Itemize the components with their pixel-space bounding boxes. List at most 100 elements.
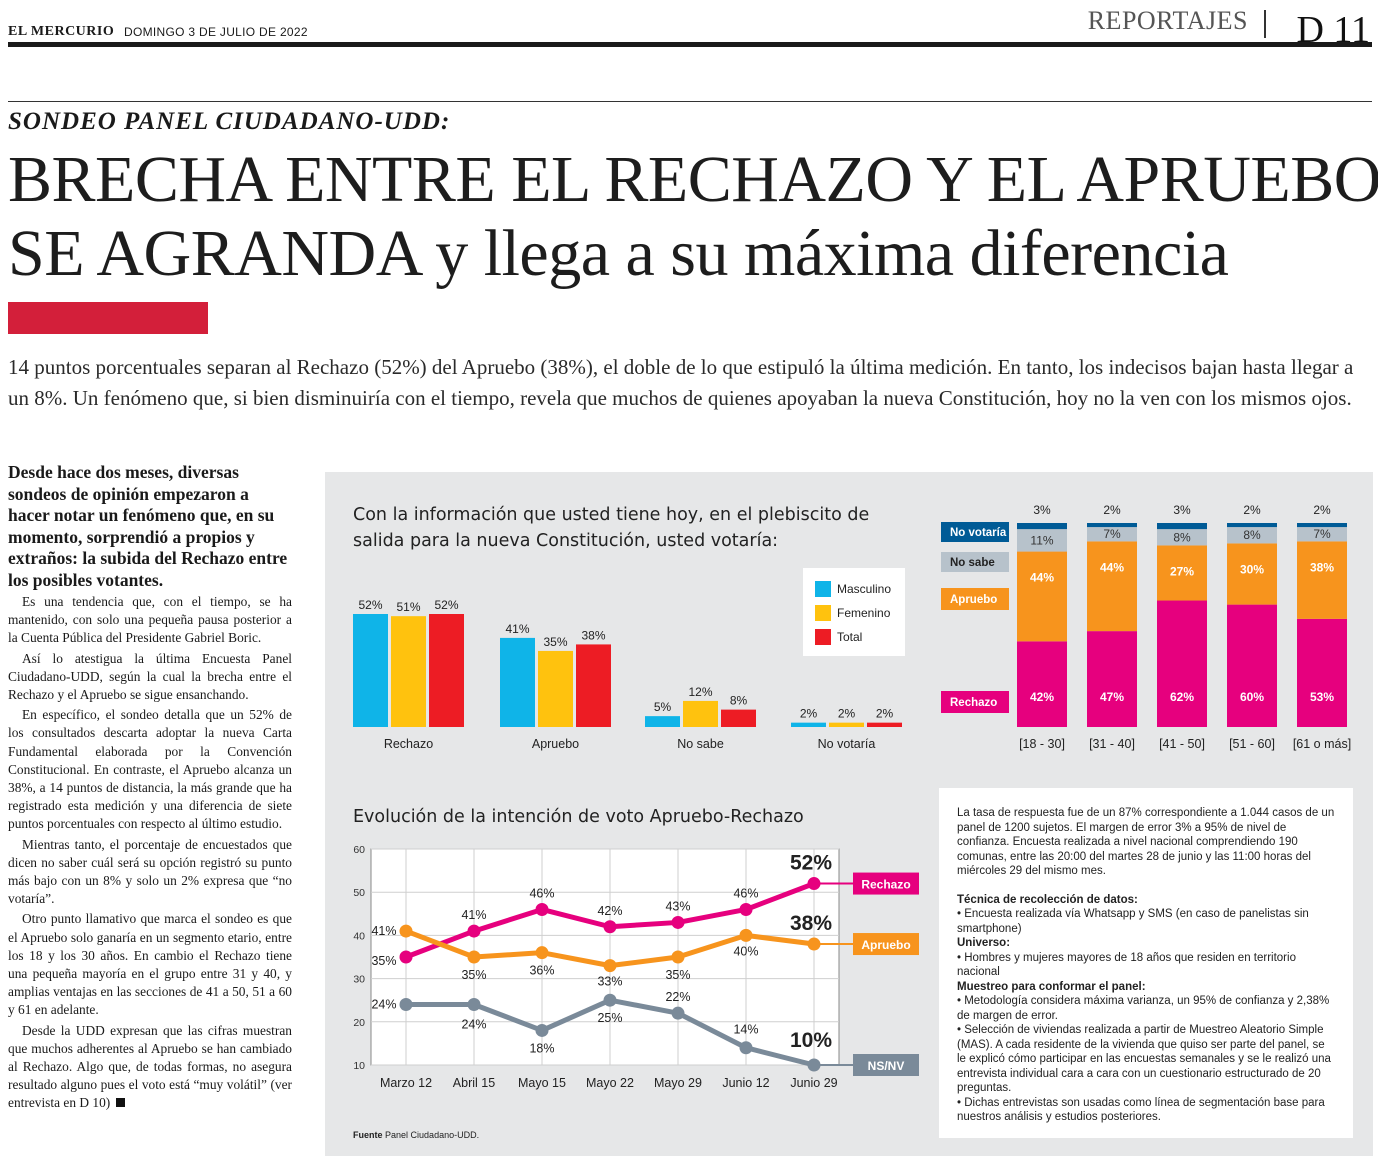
- age-category-label: [51 - 60]: [1229, 737, 1275, 751]
- accent-bar: [8, 302, 208, 334]
- bar-femenino: [538, 650, 573, 727]
- series-tag-label: Apruebo: [950, 594, 997, 606]
- data-point: [535, 946, 549, 960]
- stack-segment-no-sabe: [1087, 527, 1137, 542]
- legend-swatch-total: [815, 629, 831, 645]
- chart-source: Fuente Panel Ciudadano-UDD.: [353, 1130, 479, 1140]
- data-point: [603, 920, 617, 934]
- stack-value-label: 42%: [1030, 690, 1054, 704]
- bar-value-label: 2%: [800, 707, 818, 721]
- x-tick-label: Mayo 29: [654, 1076, 702, 1090]
- data-point-label: 35%: [371, 954, 396, 968]
- stack-value-label: 27%: [1170, 564, 1194, 578]
- stack-segment-no-sabe: [1297, 527, 1347, 542]
- line-chart-title: Evolución de la intención de voto Aprueb…: [353, 807, 804, 827]
- muestreo-heading: Muestreo para conformar el panel:: [957, 980, 1146, 993]
- universo-item: • Hombres y mujeres mayores de 18 años q…: [957, 951, 1296, 979]
- bar-femenino: [829, 722, 864, 727]
- issue-date: DOMINGO 3 DE JULIO DE 2022: [124, 25, 308, 39]
- bar-value-label: 35%: [543, 635, 567, 649]
- data-point-label: 40%: [733, 944, 758, 958]
- stack-segment-rechazo: [1017, 641, 1067, 727]
- bar-value-label: 52%: [358, 598, 382, 612]
- stack-segment-no-sabe: [1227, 527, 1277, 544]
- data-point: [467, 950, 481, 964]
- data-point-label: 38%: [790, 912, 832, 935]
- series-tag-apruebo: [941, 588, 1009, 610]
- muestreo-item: • Dichas entrevistas son usadas como lín…: [957, 1096, 1325, 1124]
- data-point-label: 24%: [461, 1018, 486, 1032]
- data-point: [671, 1006, 685, 1020]
- x-tick-label: Mayo 15: [518, 1076, 566, 1090]
- x-tick-label: Junio 12: [722, 1076, 769, 1090]
- legend-label: Total: [837, 630, 863, 644]
- y-tick-label: 50: [353, 887, 365, 899]
- stack-segment-rechazo: [1157, 600, 1207, 727]
- article-paragraph: Otro punto llamativo que marca el sondeo…: [8, 911, 292, 1018]
- top-rule: [8, 101, 1372, 102]
- stack-value-label: 30%: [1240, 562, 1264, 576]
- bar-value-label: 12%: [688, 685, 712, 699]
- muestreo-item: • Selección de viviendas realizada a par…: [957, 1024, 1331, 1094]
- age-category-label: [61 o más]: [1293, 737, 1351, 751]
- headline-line-2: SE AGRANDA y llega a su máxima diferenci…: [8, 217, 1229, 290]
- data-point: [467, 924, 481, 938]
- stack-segment-no-votaría: [1017, 523, 1067, 530]
- headline-line-1: BRECHA ENTRE EL RECHAZO Y EL APRUEBO: [8, 143, 1378, 216]
- y-tick-label: 40: [353, 930, 365, 942]
- stack-value-label: 8%: [1173, 530, 1191, 544]
- stack-value-label: 62%: [1170, 690, 1194, 704]
- data-point-label: 22%: [665, 990, 690, 1004]
- x-tick-label: Abril 15: [453, 1076, 495, 1090]
- data-point-label: 36%: [529, 964, 554, 978]
- source-text: Panel Ciudadano-UDD.: [385, 1130, 480, 1140]
- stack-segment-no-sabe: [1157, 529, 1207, 546]
- stack-segment-apruebo: [1227, 543, 1277, 605]
- masthead-divider: [1264, 10, 1266, 38]
- stack-value-label: 7%: [1103, 527, 1121, 541]
- stack-value-label: 2%: [1243, 503, 1261, 517]
- stack-value-label: 2%: [1313, 503, 1331, 517]
- age-stacked-bar-chart: 42% 44% 11% 3% [18 - 30] 47% 44% 7% 2% [31 - 40] 6…: [941, 503, 1351, 751]
- data-point-label: 33%: [597, 975, 622, 989]
- chart-legend: Masculino Femenino Total: [803, 568, 905, 656]
- bar-value-label: 8%: [730, 694, 748, 708]
- stack-segment-no-votaría: [1227, 523, 1277, 528]
- universo-heading: Universo:: [957, 937, 1011, 949]
- vote-intention-bar-chart: 52% 51% 52% Rechazo 41% 35% 38% Apruebo 5% 12% 8% N…: [353, 598, 902, 751]
- data-point-label: 14%: [733, 1023, 758, 1037]
- section-name: REPORTAJES: [1087, 6, 1248, 35]
- series-end-tag-label: Apruebo: [861, 938, 910, 952]
- stack-segment-apruebo: [1297, 541, 1347, 619]
- newspaper-name: EL MERCURIO: [8, 24, 115, 39]
- legend-label: Masculino: [837, 582, 892, 596]
- data-point-label: 46%: [733, 886, 758, 900]
- lede: 14 puntos porcentuales separan al Rechaz…: [8, 355, 1354, 410]
- bar-total: [576, 644, 611, 727]
- y-tick-label: 60: [353, 844, 365, 856]
- bar-category-label: Apruebo: [532, 737, 579, 751]
- stack-value-label: 3%: [1173, 503, 1191, 517]
- bar-masculino: [500, 637, 535, 727]
- data-point-label: 46%: [529, 886, 554, 900]
- data-point: [739, 902, 753, 916]
- bar-value-label: 5%: [654, 700, 672, 714]
- y-tick-label: 30: [353, 974, 365, 986]
- vote-evolution-line-chart: Evolución de la intención de voto Aprueb…: [353, 807, 919, 1090]
- tecnica-item: • Encuesta realizada vía Whatsapp y SMS …: [957, 908, 1309, 935]
- age-category-label: [18 - 30]: [1019, 737, 1065, 751]
- data-point: [399, 998, 413, 1012]
- legend-item-masculino: Masculino: [815, 580, 891, 598]
- bar-category-label: No votaría: [818, 737, 876, 751]
- stack-segment-no-sabe: [1017, 529, 1067, 552]
- data-point-label: 41%: [371, 924, 396, 938]
- stack-value-label: 60%: [1240, 690, 1264, 704]
- y-tick-label: 10: [353, 1060, 365, 1072]
- series-end-tag-label: NS/NV: [868, 1059, 905, 1073]
- bar-total: [867, 722, 902, 727]
- data-point-label: 18%: [529, 1041, 554, 1055]
- bar-total: [721, 709, 756, 727]
- data-point: [603, 959, 617, 973]
- legend-item-total: Total: [815, 628, 862, 646]
- stack-segment-apruebo: [1087, 541, 1137, 632]
